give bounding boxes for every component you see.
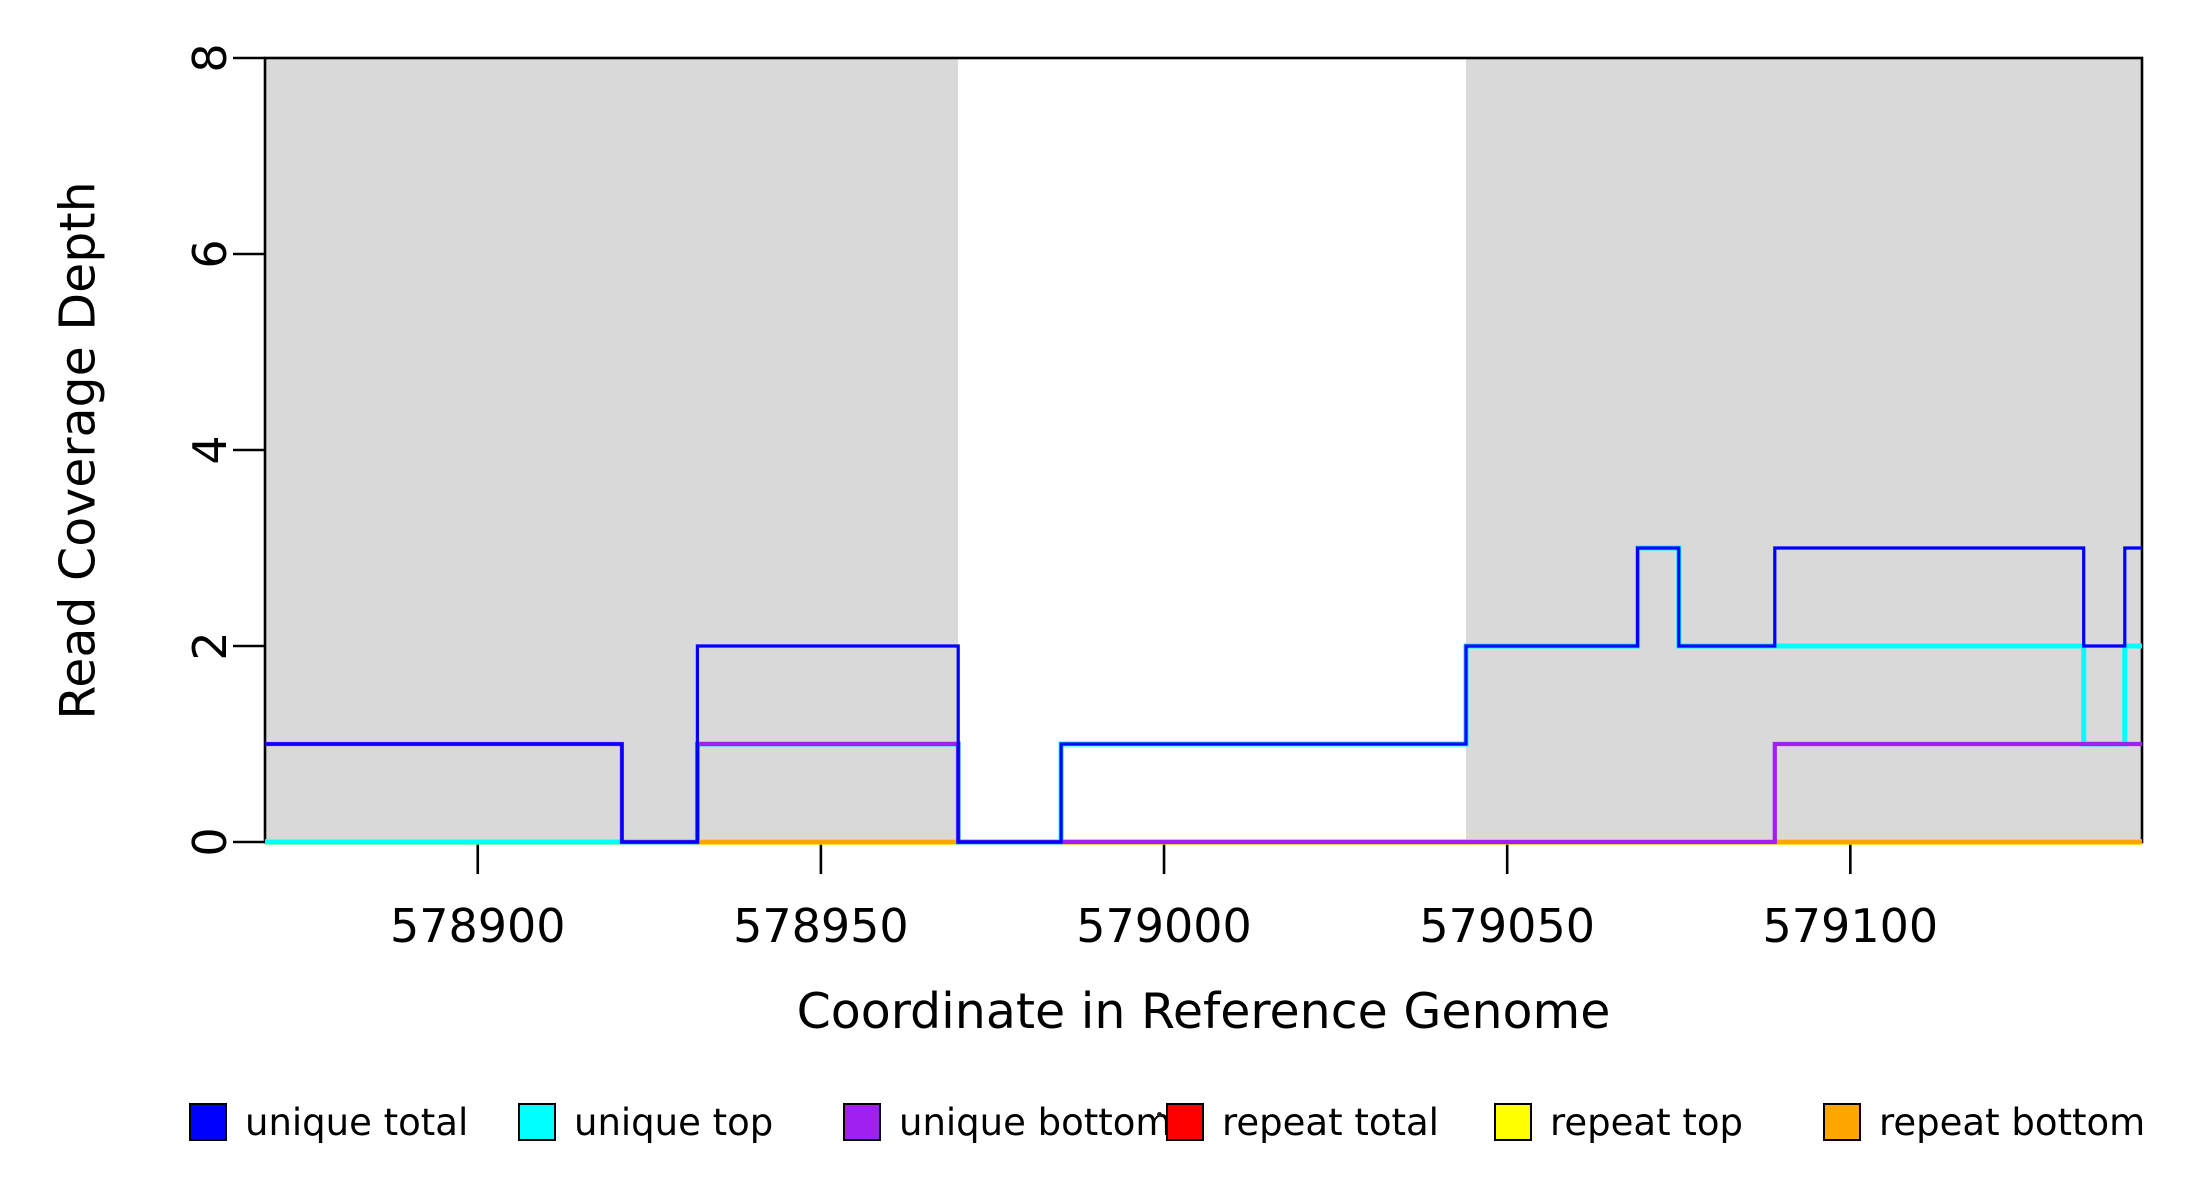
- legend-label-unique-total: unique total: [245, 1100, 469, 1144]
- x-tick-label: 578900: [390, 899, 566, 953]
- legend-label-unique-bottom: unique bottom: [899, 1100, 1172, 1144]
- y-tick-label: 2: [183, 631, 237, 660]
- legend-label-repeat-total: repeat total: [1222, 1100, 1439, 1144]
- legend-swatch-repeat-bottom: [1823, 1103, 1861, 1141]
- legend-label-repeat-top: repeat top: [1550, 1100, 1743, 1144]
- legend-swatch-unique-total: [189, 1103, 227, 1141]
- legend-item-unique-total: unique total: [189, 1096, 468, 1148]
- legend-swatch-repeat-top: [1494, 1103, 1532, 1141]
- legend-swatch-repeat-total: [1166, 1103, 1204, 1141]
- y-axis-title: Read Coverage Depth: [49, 180, 107, 720]
- y-axis-title-wrap: Read Coverage Depth: [28, 58, 128, 842]
- legend-swatch-unique-bottom: [843, 1103, 881, 1141]
- x-axis-title: Coordinate in Reference Genome: [796, 983, 1611, 1040]
- y-tick-label: 8: [183, 43, 237, 72]
- legend-item-repeat-total: repeat total: [1166, 1096, 1439, 1148]
- legend: unique total unique top unique bottom repea…: [0, 1096, 2200, 1148]
- legend-swatch-unique-top: [518, 1103, 556, 1141]
- shaded-region-1: [265, 58, 959, 842]
- legend-item-repeat-bottom: repeat bottom: [1823, 1096, 2145, 1148]
- legend-label-unique-top: unique top: [574, 1100, 774, 1144]
- y-tick-label: 0: [183, 827, 237, 856]
- y-tick-label: 4: [183, 435, 237, 464]
- x-tick-label: 579100: [1763, 899, 1939, 953]
- legend-item-repeat-top: repeat top: [1494, 1096, 1743, 1148]
- x-tick-label: 578950: [733, 899, 909, 953]
- x-tick-label: 579050: [1419, 899, 1595, 953]
- legend-item-unique-top: unique top: [518, 1096, 773, 1148]
- stray-dot-mark: [1157, 1112, 1162, 1117]
- x-tick-label: 579000: [1076, 899, 1252, 953]
- y-tick-label: 6: [183, 239, 237, 268]
- legend-label-repeat-bottom: repeat bottom: [1879, 1100, 2146, 1144]
- shaded-region-2: [1466, 58, 2142, 842]
- legend-item-unique-bottom: unique bottom: [843, 1096, 1171, 1148]
- series-unique-total: [265, 546, 2142, 844]
